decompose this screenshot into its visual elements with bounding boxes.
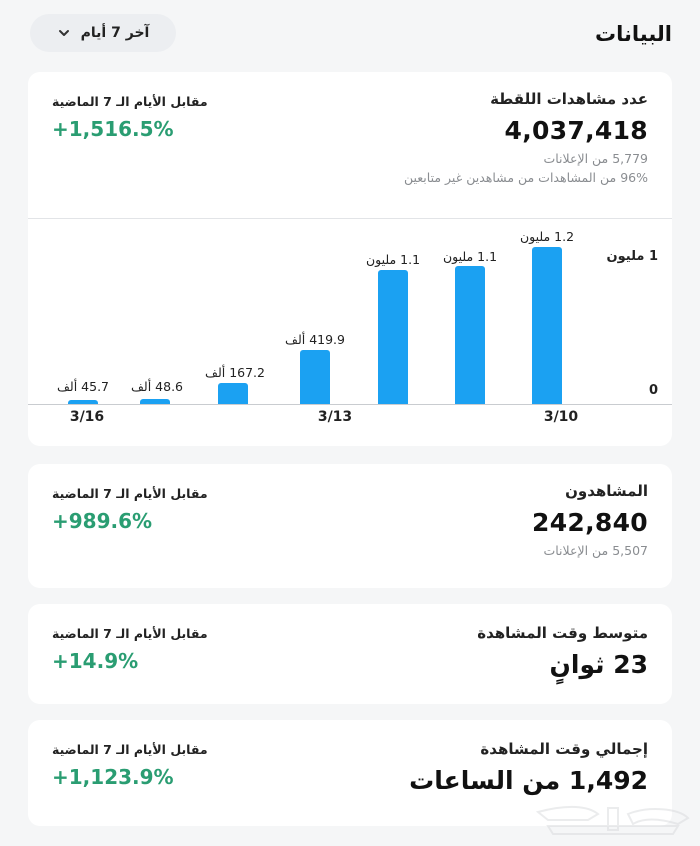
x-tick-label: 3/13 <box>317 409 353 425</box>
compare-value: +1,123.9% <box>52 765 174 789</box>
y-tick-label: 0 <box>648 383 658 398</box>
bar-3-13[interactable] <box>300 350 330 404</box>
bar-value-label: 48.6 ألف <box>130 379 184 394</box>
impressions-card[interactable]: عدد مشاهدات اللقطة 4,037,418 5,779 من ال… <box>28 72 672 446</box>
bar-3-10[interactable] <box>532 247 562 404</box>
avg-watch-time-compare: مقابل الأيام الـ 7 الماضية +14.9% <box>52 626 208 673</box>
impressions-ads-count: 5,779 من الإعلانات <box>543 151 648 166</box>
bar-value-label: 1.1 مليون <box>365 252 421 267</box>
bar-value-label: 419.9 ألف <box>285 332 345 347</box>
avg-watch-time-title: متوسط وقت المشاهدة <box>477 624 648 642</box>
total-watch-time-compare: مقابل الأيام الـ 7 الماضية +1,123.9% <box>52 742 208 789</box>
compare-label: مقابل الأيام الـ 7 الماضية <box>52 742 208 757</box>
y-tick-label: 1 مليون <box>606 249 658 264</box>
viewers-ads-count: 5,507 من الإعلانات <box>543 543 648 558</box>
date-range-selector[interactable]: آخر 7 أيام <box>30 14 176 52</box>
bar-3-15[interactable] <box>140 399 170 404</box>
impressions-non-followers: 96% من المشاهدات من مشاهدين غير متابعين <box>403 170 648 185</box>
bar-3-11[interactable] <box>455 266 485 404</box>
total-watch-time-value: 1,492 من الساعات <box>409 766 648 795</box>
bar-value-label: 1.1 مليون <box>442 249 498 264</box>
compare-value: +989.6% <box>52 509 153 533</box>
viewers-title: المشاهدون <box>565 482 648 500</box>
bar-value-label: 1.2 مليون <box>519 229 575 244</box>
compare-value: +14.9% <box>52 649 139 673</box>
header: البيانات آخر 7 أيام <box>28 12 672 54</box>
date-range-label: آخر 7 أيام <box>80 25 150 41</box>
divider <box>28 218 672 219</box>
avg-watch-time-value: 23 ثوانٍ <box>549 650 648 679</box>
viewers-compare: مقابل الأيام الـ 7 الماضية +989.6% <box>52 486 208 533</box>
x-tick-label: 3/10 <box>543 409 579 425</box>
compare-label: مقابل الأيام الـ 7 الماضية <box>52 486 208 501</box>
total-watch-time-metric: إجمالي وقت المشاهدة 1,492 من الساعات <box>409 740 648 795</box>
watermark-logo <box>535 806 690 835</box>
viewers-card[interactable]: المشاهدون 242,840 5,507 من الإعلانات مقا… <box>28 464 672 588</box>
compare-label: مقابل الأيام الـ 7 الماضية <box>52 626 208 641</box>
bar-value-label: 45.7 ألف <box>56 379 110 394</box>
x-tick-label: 3/16 <box>69 409 105 425</box>
impressions-title: عدد مشاهدات اللقطة <box>490 90 648 108</box>
bar-3-14[interactable] <box>218 383 248 404</box>
page-title: البيانات <box>595 22 672 46</box>
bar-3-16[interactable] <box>68 400 98 404</box>
chevron-down-icon <box>58 30 69 36</box>
impressions-bar-chart: 1 مليون 0 1.2 مليون 1.1 مليون 1.1 مليون … <box>28 219 672 446</box>
bar-3-12[interactable] <box>378 270 408 404</box>
avg-watch-time-metric: متوسط وقت المشاهدة 23 ثوانٍ <box>477 624 648 679</box>
total-watch-time-title: إجمالي وقت المشاهدة <box>480 740 648 758</box>
bar-value-label: 167.2 ألف <box>205 365 265 380</box>
impressions-compare: مقابل الأيام الـ 7 الماضية +1,516.5% <box>52 94 208 141</box>
compare-label: مقابل الأيام الـ 7 الماضية <box>52 94 208 109</box>
viewers-metric: المشاهدون 242,840 5,507 من الإعلانات <box>532 482 648 558</box>
chart-baseline <box>28 404 672 405</box>
avg-watch-time-card[interactable]: متوسط وقت المشاهدة 23 ثوانٍ مقابل الأيام… <box>28 604 672 704</box>
impressions-metric: عدد مشاهدات اللقطة 4,037,418 5,779 من ال… <box>404 90 648 185</box>
total-watch-time-card[interactable]: إجمالي وقت المشاهدة 1,492 من الساعات مقا… <box>28 720 672 826</box>
impressions-value: 4,037,418 <box>504 116 648 145</box>
compare-value: +1,516.5% <box>52 117 174 141</box>
viewers-value: 242,840 <box>532 508 648 537</box>
